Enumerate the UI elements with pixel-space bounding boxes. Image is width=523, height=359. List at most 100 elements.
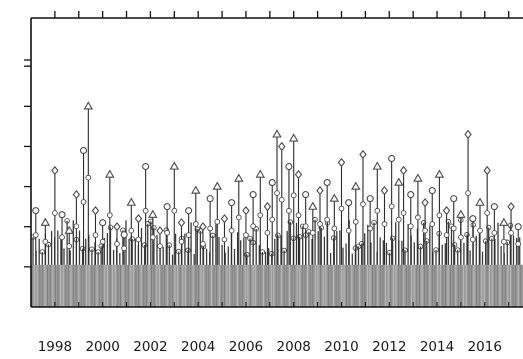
spike-marker-triangle bbox=[434, 169, 445, 178]
spike-marker-mid bbox=[59, 234, 65, 241]
spike-marker-mid bbox=[221, 236, 228, 243]
spike-marker-mid bbox=[52, 210, 58, 216]
spike-marker-diamond bbox=[337, 157, 346, 168]
spike-marker-mid bbox=[207, 225, 213, 232]
spike-marker-mid bbox=[157, 243, 163, 249]
x-tick-label: 2014 bbox=[420, 339, 454, 354]
data-series bbox=[32, 101, 522, 265]
spike-marker-mid bbox=[269, 216, 276, 223]
spike-marker-triangle bbox=[351, 181, 361, 190]
spike-marker-diamond bbox=[177, 218, 186, 228]
noise-marker bbox=[482, 238, 489, 244]
spike-marker-mid bbox=[360, 201, 366, 207]
spike-marker-mid bbox=[286, 207, 292, 214]
noise-marker bbox=[330, 235, 337, 241]
spike-marker-mid bbox=[135, 236, 142, 243]
spike-marker-mid bbox=[278, 196, 285, 203]
spike-marker-triangle bbox=[212, 181, 223, 190]
spike-marker-circle bbox=[345, 199, 353, 207]
noise-marker bbox=[89, 246, 95, 253]
noise-marker bbox=[64, 218, 70, 224]
spike-marker-diamond bbox=[156, 226, 164, 236]
spike-marker-mid bbox=[250, 223, 256, 230]
spike-marker-mid bbox=[73, 223, 80, 230]
noise-marker bbox=[287, 219, 294, 225]
spike-marker-mid bbox=[501, 238, 507, 245]
noise-marker bbox=[485, 224, 492, 231]
spike-marker-diamond bbox=[72, 189, 81, 200]
spike-marker-mid bbox=[42, 238, 49, 245]
spike-marker-diamond bbox=[220, 214, 229, 224]
spike-marker-diamond bbox=[242, 205, 250, 216]
spike-marker-mid bbox=[106, 212, 113, 219]
spike-marker-mid bbox=[491, 229, 498, 236]
spike-marker-mid bbox=[367, 225, 373, 232]
spike-marker-mid bbox=[508, 229, 514, 236]
noise-marker bbox=[420, 220, 427, 226]
spike-marker-triangle bbox=[83, 101, 94, 110]
spike-marker-triangle bbox=[288, 133, 299, 142]
noise-marker bbox=[454, 247, 461, 253]
spike-marker-mid bbox=[381, 221, 388, 227]
spike-marker-mid bbox=[149, 234, 156, 241]
spike-marker-circle bbox=[469, 215, 477, 223]
spike-marker-triangle bbox=[148, 209, 158, 218]
spike-marker-mid bbox=[388, 203, 395, 210]
noise-marker bbox=[185, 247, 191, 254]
spike-marker-mid bbox=[309, 229, 316, 236]
spike-marker-circle bbox=[366, 195, 374, 203]
spike-marker-mid bbox=[374, 207, 381, 214]
spike-marker-mid bbox=[515, 241, 522, 247]
spike-marker-triangle bbox=[329, 193, 340, 202]
spike-marker-diamond bbox=[199, 222, 207, 232]
spike-marker-mid bbox=[302, 223, 309, 230]
spike-marker-triangle bbox=[64, 225, 74, 234]
x-tick-labels: 1998 2000 2002 2004 2006 2008 2010 2012 2014 2016 bbox=[38, 339, 502, 355]
spike-marker-mid bbox=[415, 214, 421, 221]
spike-marker-circle bbox=[450, 195, 458, 203]
noise-marker bbox=[151, 225, 157, 231]
spike-marker-diamond bbox=[294, 169, 303, 180]
spike-marker-diamond bbox=[359, 149, 367, 160]
spike-marker-circle bbox=[490, 203, 498, 211]
noise-marker bbox=[79, 245, 86, 252]
spike-marker-mid bbox=[178, 238, 185, 245]
spike-marker-diamond bbox=[399, 165, 408, 176]
spike-marker-triangle bbox=[234, 173, 244, 182]
spike-marker-mid bbox=[290, 192, 297, 199]
spike-marker-diamond bbox=[507, 201, 515, 212]
spike-marker-mid bbox=[395, 216, 402, 223]
spike-marker-mid bbox=[235, 214, 242, 221]
noise-marker bbox=[247, 235, 253, 242]
x-tick-label: 2002 bbox=[133, 339, 167, 354]
spike-marker-mid bbox=[429, 221, 436, 227]
noise-marker bbox=[464, 231, 470, 238]
spike-marker-triangle bbox=[456, 209, 466, 218]
noise-marker bbox=[107, 224, 114, 231]
spike-marker-mid bbox=[228, 227, 235, 234]
spike-marker-mid bbox=[295, 212, 302, 219]
noise-marker bbox=[371, 219, 377, 226]
spike-marker-triangle bbox=[394, 177, 404, 186]
spike-marker-diamond bbox=[51, 165, 59, 176]
spike-marker-mid bbox=[469, 236, 476, 243]
x-tick-label: 2010 bbox=[324, 339, 358, 354]
noise-marker bbox=[39, 249, 46, 255]
spike-marker-mid bbox=[450, 225, 457, 232]
spike-marker-triangle bbox=[126, 197, 137, 206]
spike-marker-mid bbox=[317, 221, 323, 227]
spike-marker-mid bbox=[274, 190, 280, 196]
spike-marker-mid bbox=[192, 221, 199, 227]
spike-marker-mid bbox=[32, 232, 39, 238]
spike-marker-circle bbox=[302, 191, 310, 199]
spike-marker-mid bbox=[352, 218, 359, 225]
spike-marker-triangle bbox=[413, 173, 423, 182]
spike-marker-triangle bbox=[272, 129, 282, 138]
spike-marker-diamond bbox=[113, 222, 121, 232]
spike-marker-mid bbox=[80, 199, 87, 205]
spike-marker-mid bbox=[66, 243, 73, 249]
spike-marker-mid bbox=[142, 207, 149, 214]
x-tick-label: 1998 bbox=[38, 339, 72, 354]
axes bbox=[24, 11, 523, 308]
